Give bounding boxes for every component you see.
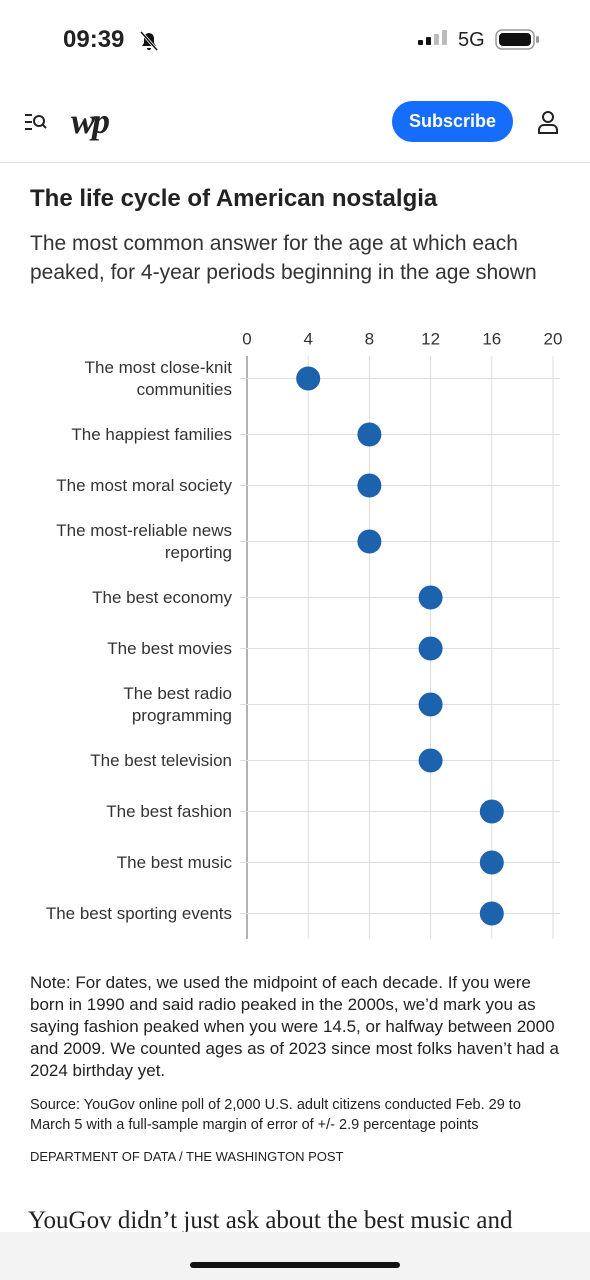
category-label: The best fashion (106, 801, 232, 821)
x-tick-label: 16 (482, 330, 501, 348)
category-label: The best sporting events (45, 903, 232, 923)
category-label: The best movies (107, 638, 232, 658)
chart-subtitle: The most common answer for the age at wh… (30, 232, 537, 284)
article-text: YouGov didn’t just ask about the best mu… (28, 1207, 513, 1234)
menu-search-button[interactable] (24, 111, 48, 133)
dot (418, 692, 443, 717)
dot (357, 473, 382, 498)
battery-icon (495, 29, 539, 50)
dot (479, 901, 504, 926)
signal-icon (418, 30, 447, 45)
dot (357, 422, 382, 447)
x-tick-label: 8 (365, 330, 374, 348)
category-label: The best radio programming (123, 683, 232, 725)
category-label: The most-reliable news reporting (56, 520, 232, 562)
logo[interactable]: wp (71, 101, 110, 141)
x-tick-label: 0 (242, 330, 251, 348)
dot (479, 850, 504, 875)
category-label: The best economy (92, 587, 232, 607)
network: 5G (458, 29, 485, 51)
note: Note: For dates, we used the midpoint of… (30, 973, 559, 1080)
category-label: The most close-knit communities (84, 357, 232, 399)
chart: 0 4 8 12 16 20 The most close-knit communitie… (0, 330, 590, 960)
category-label: The best television (90, 750, 232, 770)
home-indicator (190, 1262, 400, 1268)
account-button[interactable] (537, 110, 559, 134)
divider (0, 162, 590, 163)
category-label: The most moral society (56, 475, 232, 495)
category-label: The best music (116, 852, 232, 872)
dot (479, 799, 504, 824)
source: Source: YouGov online poll of 2,000 U.S.… (30, 1097, 521, 1133)
bottom-bar (0, 1232, 590, 1280)
dot (357, 529, 382, 554)
time: 09:39 (63, 26, 125, 53)
dot (418, 748, 443, 773)
x-tick-label: 12 (421, 330, 440, 348)
plot: 0 4 8 12 16 20 (240, 330, 563, 939)
chart-title: The life cycle of American nostalgia (30, 185, 438, 212)
category-labels: The most close-knit communities The happi… (30, 348, 232, 939)
subscribe-button[interactable]: Subscribe (392, 101, 513, 142)
dot (418, 585, 443, 610)
credit: DEPARTMENT OF DATA / THE WASHINGTON POST (30, 1149, 344, 1164)
dot (296, 366, 321, 391)
x-tick-label: 4 (303, 330, 312, 348)
mute-icon (139, 31, 159, 51)
x-tick-label: 20 (544, 330, 563, 348)
category-label: The happiest families (71, 424, 232, 444)
dot (418, 636, 443, 661)
